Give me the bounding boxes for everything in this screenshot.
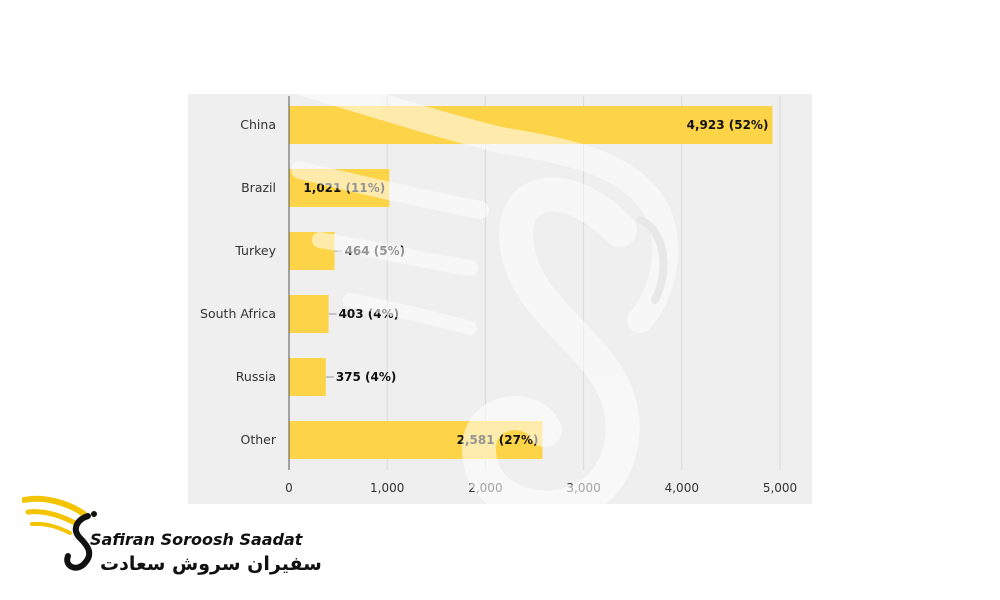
x-tick-label: 1,000 — [370, 481, 404, 495]
x-tick-label: 4,000 — [665, 481, 699, 495]
category-label: Turkey — [234, 243, 276, 258]
bar — [289, 358, 326, 396]
category-label: Russia — [236, 369, 276, 384]
brand-name-english: Safiran Soroosh Saadat — [90, 530, 303, 549]
category-label: Brazil — [241, 180, 276, 195]
bar — [289, 295, 329, 333]
category-label: Other — [241, 432, 277, 447]
x-tick-label: 5,000 — [763, 481, 797, 495]
category-label: South Africa — [200, 306, 276, 321]
brand-name-persian: سفیران سروش سعادت — [100, 553, 322, 575]
data-label: 4,923 (52%) — [687, 118, 769, 132]
winged-s-logo-icon — [22, 495, 97, 571]
winged-s-watermark-icon — [252, 59, 679, 525]
category-labels: China Brazil Turkey South Africa Russia Other — [200, 117, 277, 447]
x-tick-label: 0 — [285, 481, 293, 495]
data-label: 375 (4%) — [336, 370, 397, 384]
category-label: China — [240, 117, 276, 132]
